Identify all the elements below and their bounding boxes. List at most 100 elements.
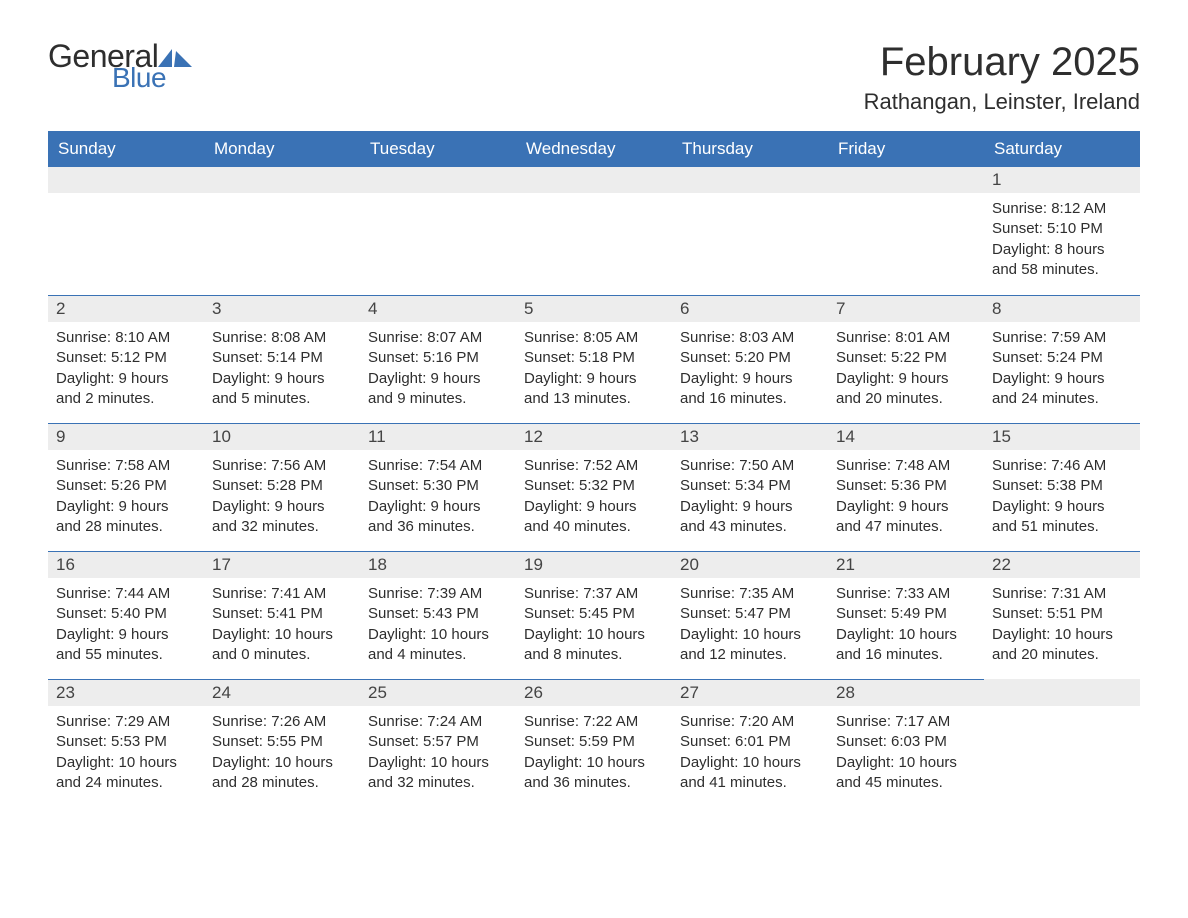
day-body: Sunrise: 7:26 AMSunset: 5:55 PMDaylight:…: [204, 706, 360, 793]
sunrise-line: Sunrise: 7:41 AM: [212, 584, 352, 604]
day-number: 12: [516, 423, 672, 450]
daylight-line: Daylight: 10 hours and 16 minutes.: [836, 625, 976, 666]
sunset-line: Sunset: 5:57 PM: [368, 732, 508, 752]
day-number: 1: [984, 167, 1140, 193]
day-cell: 11Sunrise: 7:54 AMSunset: 5:30 PMDayligh…: [360, 423, 516, 551]
daylight-line: Daylight: 9 hours and 40 minutes.: [524, 497, 664, 538]
day-body: Sunrise: 8:10 AMSunset: 5:12 PMDaylight:…: [48, 322, 204, 409]
sunset-line: Sunset: 5:49 PM: [836, 604, 976, 624]
sunrise-line: Sunrise: 8:08 AM: [212, 328, 352, 348]
daylight-line: Daylight: 10 hours and 45 minutes.: [836, 753, 976, 794]
weekday-header: Sunday: [48, 131, 204, 167]
day-cell: [984, 679, 1140, 807]
day-number: [204, 167, 360, 193]
logo-text: General Blue: [48, 40, 192, 92]
daylight-line: Daylight: 10 hours and 36 minutes.: [524, 753, 664, 794]
day-number: 25: [360, 679, 516, 706]
day-body: Sunrise: 7:54 AMSunset: 5:30 PMDaylight:…: [360, 450, 516, 537]
week-row: 2Sunrise: 8:10 AMSunset: 5:12 PMDaylight…: [48, 295, 1140, 423]
day-cell: 27Sunrise: 7:20 AMSunset: 6:01 PMDayligh…: [672, 679, 828, 807]
day-cell: 26Sunrise: 7:22 AMSunset: 5:59 PMDayligh…: [516, 679, 672, 807]
sunset-line: Sunset: 5:12 PM: [56, 348, 196, 368]
day-number: 18: [360, 551, 516, 578]
calendar: SundayMondayTuesdayWednesdayThursdayFrid…: [48, 131, 1140, 807]
sunrise-line: Sunrise: 7:26 AM: [212, 712, 352, 732]
sunset-line: Sunset: 5:26 PM: [56, 476, 196, 496]
daylight-line: Daylight: 10 hours and 41 minutes.: [680, 753, 820, 794]
sunrise-line: Sunrise: 7:54 AM: [368, 456, 508, 476]
day-body: Sunrise: 7:39 AMSunset: 5:43 PMDaylight:…: [360, 578, 516, 665]
sunrise-line: Sunrise: 8:10 AM: [56, 328, 196, 348]
day-body: Sunrise: 7:31 AMSunset: 5:51 PMDaylight:…: [984, 578, 1140, 665]
day-number: 17: [204, 551, 360, 578]
day-cell: [516, 167, 672, 295]
day-cell: 25Sunrise: 7:24 AMSunset: 5:57 PMDayligh…: [360, 679, 516, 807]
sunrise-line: Sunrise: 7:46 AM: [992, 456, 1132, 476]
day-number: 19: [516, 551, 672, 578]
day-body: Sunrise: 7:35 AMSunset: 5:47 PMDaylight:…: [672, 578, 828, 665]
day-cell: 19Sunrise: 7:37 AMSunset: 5:45 PMDayligh…: [516, 551, 672, 679]
day-number: 27: [672, 679, 828, 706]
daylight-line: Daylight: 8 hours and 58 minutes.: [992, 240, 1132, 281]
day-number: 26: [516, 679, 672, 706]
header: General Blue February 2025 Rathangan, Le…: [48, 40, 1140, 125]
day-body: Sunrise: 7:50 AMSunset: 5:34 PMDaylight:…: [672, 450, 828, 537]
sunrise-line: Sunrise: 8:05 AM: [524, 328, 664, 348]
day-number: 20: [672, 551, 828, 578]
sunrise-line: Sunrise: 7:35 AM: [680, 584, 820, 604]
sunset-line: Sunset: 5:47 PM: [680, 604, 820, 624]
day-body: Sunrise: 7:20 AMSunset: 6:01 PMDaylight:…: [672, 706, 828, 793]
sunrise-line: Sunrise: 7:37 AM: [524, 584, 664, 604]
sunset-line: Sunset: 5:30 PM: [368, 476, 508, 496]
day-body: Sunrise: 7:59 AMSunset: 5:24 PMDaylight:…: [984, 322, 1140, 409]
daylight-line: Daylight: 10 hours and 32 minutes.: [368, 753, 508, 794]
day-number: 13: [672, 423, 828, 450]
daylight-line: Daylight: 10 hours and 8 minutes.: [524, 625, 664, 666]
day-cell: 8Sunrise: 7:59 AMSunset: 5:24 PMDaylight…: [984, 295, 1140, 423]
day-body: Sunrise: 8:12 AMSunset: 5:10 PMDaylight:…: [984, 193, 1140, 280]
day-body: Sunrise: 7:46 AMSunset: 5:38 PMDaylight:…: [984, 450, 1140, 537]
weekday-header: Wednesday: [516, 131, 672, 167]
sunrise-line: Sunrise: 7:56 AM: [212, 456, 352, 476]
weekday-header: Monday: [204, 131, 360, 167]
sunrise-line: Sunrise: 7:58 AM: [56, 456, 196, 476]
daylight-line: Daylight: 9 hours and 32 minutes.: [212, 497, 352, 538]
day-cell: 7Sunrise: 8:01 AMSunset: 5:22 PMDaylight…: [828, 295, 984, 423]
day-cell: 18Sunrise: 7:39 AMSunset: 5:43 PMDayligh…: [360, 551, 516, 679]
day-number: 6: [672, 295, 828, 322]
day-cell: 4Sunrise: 8:07 AMSunset: 5:16 PMDaylight…: [360, 295, 516, 423]
day-cell: [48, 167, 204, 295]
daylight-line: Daylight: 9 hours and 16 minutes.: [680, 369, 820, 410]
sunset-line: Sunset: 5:20 PM: [680, 348, 820, 368]
daylight-line: Daylight: 9 hours and 2 minutes.: [56, 369, 196, 410]
day-number: 21: [828, 551, 984, 578]
day-number: 4: [360, 295, 516, 322]
day-cell: 13Sunrise: 7:50 AMSunset: 5:34 PMDayligh…: [672, 423, 828, 551]
logo: General Blue: [48, 40, 192, 92]
day-cell: 14Sunrise: 7:48 AMSunset: 5:36 PMDayligh…: [828, 423, 984, 551]
day-body: Sunrise: 7:37 AMSunset: 5:45 PMDaylight:…: [516, 578, 672, 665]
day-number: 7: [828, 295, 984, 322]
daylight-line: Daylight: 10 hours and 24 minutes.: [56, 753, 196, 794]
day-body: Sunrise: 7:52 AMSunset: 5:32 PMDaylight:…: [516, 450, 672, 537]
sunset-line: Sunset: 5:34 PM: [680, 476, 820, 496]
week-row: 16Sunrise: 7:44 AMSunset: 5:40 PMDayligh…: [48, 551, 1140, 679]
day-cell: 12Sunrise: 7:52 AMSunset: 5:32 PMDayligh…: [516, 423, 672, 551]
day-cell: [360, 167, 516, 295]
daylight-line: Daylight: 9 hours and 36 minutes.: [368, 497, 508, 538]
day-body: Sunrise: 7:44 AMSunset: 5:40 PMDaylight:…: [48, 578, 204, 665]
sunset-line: Sunset: 5:28 PM: [212, 476, 352, 496]
sunset-line: Sunset: 5:55 PM: [212, 732, 352, 752]
sunset-line: Sunset: 5:51 PM: [992, 604, 1132, 624]
day-cell: 3Sunrise: 8:08 AMSunset: 5:14 PMDaylight…: [204, 295, 360, 423]
location: Rathangan, Leinster, Ireland: [864, 89, 1140, 115]
daylight-line: Daylight: 9 hours and 43 minutes.: [680, 497, 820, 538]
day-cell: 2Sunrise: 8:10 AMSunset: 5:12 PMDaylight…: [48, 295, 204, 423]
weekday-header: Tuesday: [360, 131, 516, 167]
day-number: 9: [48, 423, 204, 450]
day-body: Sunrise: 8:03 AMSunset: 5:20 PMDaylight:…: [672, 322, 828, 409]
day-number: 15: [984, 423, 1140, 450]
day-number: [984, 679, 1140, 706]
sunrise-line: Sunrise: 7:50 AM: [680, 456, 820, 476]
weekday-header-row: SundayMondayTuesdayWednesdayThursdayFrid…: [48, 131, 1140, 167]
